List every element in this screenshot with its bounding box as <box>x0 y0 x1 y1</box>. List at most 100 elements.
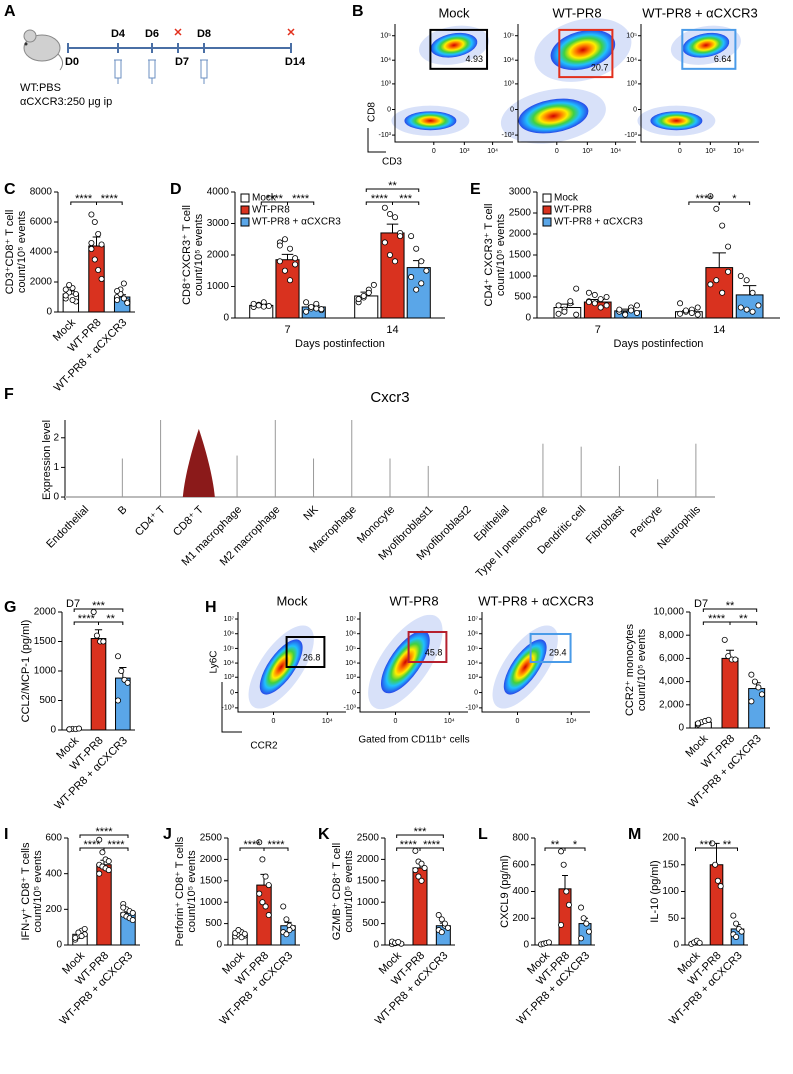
event-density <box>404 111 457 131</box>
y-axis-label: CCR2⁺ monocytes <box>624 624 636 717</box>
y-tick-label: 600 <box>512 859 529 870</box>
data-point <box>749 308 756 315</box>
y-tick-label: 500 <box>362 918 379 929</box>
significance-label: **** <box>423 839 441 851</box>
y-axis-label: count/10⁵ events <box>343 850 355 933</box>
significance-label: ** <box>388 180 397 192</box>
significance-label: **** <box>266 193 284 205</box>
y-tick-label: 1500 <box>34 636 57 647</box>
data-point <box>755 302 762 309</box>
data-point <box>114 296 121 303</box>
x-tick-label: 0 <box>555 148 559 155</box>
y-tick-label: 8000 <box>30 187 53 198</box>
x-axis-label: Days postinfection <box>295 338 385 350</box>
bar <box>709 864 724 946</box>
gate <box>681 28 737 70</box>
x-tick-label: 14 <box>386 324 398 336</box>
y-tick-label: 0 <box>678 723 684 734</box>
y-tick-label: -10³ <box>502 132 515 139</box>
data-point <box>580 915 587 922</box>
data-point <box>115 697 122 704</box>
data-point <box>413 245 420 252</box>
x-tick-label: 10⁴ <box>566 718 577 725</box>
data-point <box>408 274 415 281</box>
data-point <box>262 873 269 880</box>
y-tick-label: 10,000 <box>653 607 684 618</box>
significance-bracket <box>729 621 758 625</box>
y-tick-label: 10³ <box>381 81 392 88</box>
gate-percentage: 45.8 <box>425 647 443 657</box>
data-point <box>677 300 684 307</box>
significance-label: **** <box>83 839 101 851</box>
y-tick-label: 10⁴ <box>467 660 478 667</box>
legend-swatch <box>542 193 552 203</box>
significance-bracket <box>96 201 123 205</box>
y-axis-label: count/10⁵ events <box>636 628 648 711</box>
significance-bracket <box>263 847 289 851</box>
data-point <box>129 909 136 916</box>
y-tick-label: 10³ <box>346 674 357 681</box>
event-density <box>518 98 589 134</box>
significance-bracket <box>73 608 124 612</box>
x-axis-label: CD3 <box>382 157 402 168</box>
data-point <box>91 218 98 225</box>
data-point <box>386 251 393 258</box>
plot-axes <box>640 24 759 143</box>
x-tick-label: 0 <box>272 718 276 725</box>
data-point <box>260 303 267 310</box>
y-tick-label: 0 <box>387 106 391 113</box>
y-tick-label: 2000 <box>34 607 57 618</box>
data-point <box>682 307 689 314</box>
data-point <box>558 848 565 855</box>
x-tick-label: Endothelial <box>44 504 91 551</box>
plot-axes <box>517 24 636 143</box>
y-tick-label: 10⁵ <box>380 33 391 40</box>
x-tick-label: 0 <box>678 148 682 155</box>
y-tick-label: 2 <box>53 432 59 443</box>
bar <box>558 888 572 946</box>
data-point <box>259 856 266 863</box>
y-tick-label: 10⁵ <box>467 645 478 652</box>
significance-bracket <box>419 847 444 851</box>
y-axis-label: CD8⁺CXCR3⁺ T cell <box>181 205 193 305</box>
plot-axes <box>237 612 346 713</box>
plot-title: Mock <box>276 593 308 608</box>
x-tick-label: 10⁴ <box>322 718 333 725</box>
data-point <box>444 924 451 931</box>
significance-label: ** <box>551 839 560 851</box>
x-axis-label: Days postinfection <box>614 338 704 350</box>
bar <box>96 864 112 946</box>
data-point <box>555 302 562 309</box>
data-point <box>276 258 283 265</box>
data-point <box>707 281 714 288</box>
y-tick-label: 10⁴ <box>345 660 356 667</box>
significance-bracket <box>365 188 420 192</box>
data-point <box>418 877 425 884</box>
data-point <box>265 882 272 889</box>
data-point <box>591 300 598 307</box>
error-bar <box>712 252 726 268</box>
y-tick-label: 500 <box>514 292 531 303</box>
gating-note: Gated from CD11b⁺ cells <box>358 735 469 746</box>
data-point <box>743 277 750 284</box>
y-tick-label: 10³ <box>468 674 479 681</box>
data-point <box>721 636 728 643</box>
data-point <box>748 698 755 705</box>
significance-label: **** <box>78 613 96 625</box>
x-tick-label: Type II pneumocyte <box>474 504 550 580</box>
significance-label: **** <box>292 193 310 205</box>
y-tick-label: 600 <box>45 833 62 844</box>
data-point <box>286 927 293 934</box>
data-point <box>585 289 592 296</box>
x-tick-label: Pericyte <box>628 504 665 541</box>
y-axis-label: count/10⁵ events <box>186 850 198 933</box>
x-tick-label: 7 <box>284 324 290 336</box>
data-point <box>292 261 299 268</box>
data-point <box>755 684 762 691</box>
data-point <box>413 286 420 293</box>
data-point <box>585 299 592 306</box>
y-tick-label: 0 <box>46 307 52 318</box>
significance-label: ** <box>726 600 735 612</box>
data-point <box>743 306 750 313</box>
y-tick-label: 0 <box>673 940 679 951</box>
